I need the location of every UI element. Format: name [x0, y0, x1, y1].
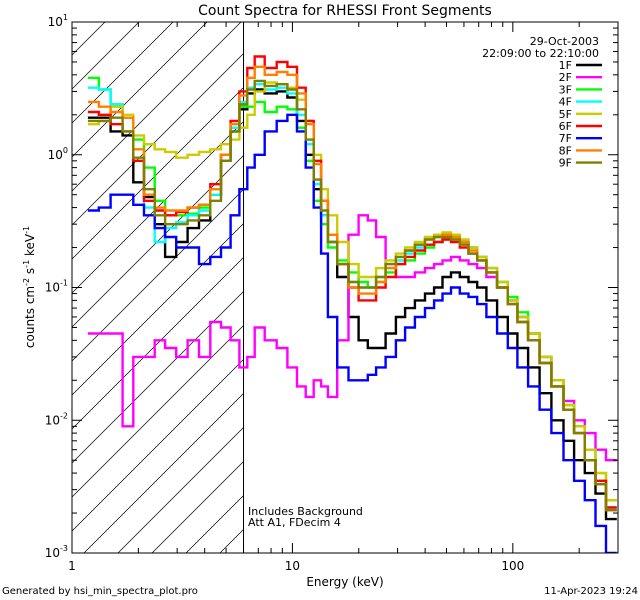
footer-generated-by: Generated by hsi_min_spectra_plot.pro: [2, 586, 198, 597]
hatch-line: [117, 426, 244, 553]
x-tick-label: 1: [68, 559, 76, 573]
y-tick-label: 10-1: [45, 279, 68, 295]
hatch-line: [72, 324, 244, 498]
y-tick-label: 10-3: [45, 544, 68, 560]
hatch-line: [72, 22, 242, 192]
y-tick-base: 10: [48, 148, 63, 162]
hatch-line: [72, 22, 140, 90]
y-tick-exp: -3: [60, 544, 68, 553]
x-axis-label: Energy (keV): [306, 575, 383, 589]
y-axis-label: counts cm-2 s-1 keV-1: [22, 226, 37, 348]
y-tick-exp: 1: [63, 13, 68, 22]
y-axis-label-part: keV: [23, 233, 37, 260]
x-tick-labels: 1 10 100: [68, 559, 524, 573]
series-group: [87, 55, 617, 553]
footer-timestamp: 11-Apr-2023 19:24: [544, 586, 638, 597]
time-range-label: 22:09:00 to 22:10:00: [482, 47, 599, 60]
hatch-line: [72, 358, 244, 532]
hatch-line: [72, 86, 244, 260]
legend-label: 3F: [559, 83, 572, 96]
hatch-line: [72, 22, 208, 158]
y-axis-label-exp: -2: [22, 278, 31, 286]
series-line-9F: [87, 79, 617, 512]
legend-label: 9F: [559, 157, 572, 170]
y-tick-exp: 0: [63, 146, 68, 155]
y-tick-base: 10: [48, 15, 63, 29]
y-tick-label: 10-2: [45, 411, 68, 427]
legend-label: 6F: [559, 120, 572, 133]
annotation-background: Includes Background: [248, 505, 363, 518]
y-tick-label: 101: [48, 13, 68, 29]
hatch-line: [72, 154, 244, 328]
y-tick-base: 10: [45, 281, 60, 295]
y-tick-base: 10: [45, 413, 60, 427]
y-tick-label: 100: [48, 146, 68, 162]
hatched-region: [72, 22, 244, 553]
hatch-line: [72, 222, 244, 396]
axis-ticks: [71, 21, 619, 554]
legend-label: 1F: [559, 59, 572, 72]
legend-label: 4F: [559, 96, 572, 109]
y-tick-exp: -2: [60, 411, 68, 420]
chart-title: Count Spectra for RHESSI Front Segments: [198, 3, 492, 19]
date-label: 29-Oct-2003: [530, 35, 599, 48]
y-axis-label-exp: -1: [22, 260, 31, 268]
hatch-line: [72, 22, 174, 124]
y-tick-exp: -1: [60, 279, 68, 288]
y-axis-label-part: counts cm: [23, 286, 37, 348]
y-axis-label-exp: -1: [22, 226, 31, 234]
series-line-1F: [87, 88, 617, 521]
hatch-line: [72, 290, 244, 464]
hatch-line: [72, 188, 244, 362]
x-tick-label: 10: [285, 559, 300, 573]
hatch-line: [83, 392, 244, 553]
y-axis-label-part: s: [23, 268, 37, 278]
hatch-line: [72, 22, 106, 56]
legend-label: 2F: [559, 71, 572, 84]
x-tick-label: 100: [501, 559, 524, 573]
legend-label: 5F: [559, 108, 572, 121]
annotation-attenuator: Att A1, FDecim 4: [248, 516, 341, 529]
series-line-7F: [87, 113, 617, 553]
hatch-line: [72, 120, 244, 294]
legend-label: 7F: [559, 132, 572, 145]
y-tick-base: 10: [45, 546, 60, 560]
legend-label: 8F: [559, 144, 572, 157]
